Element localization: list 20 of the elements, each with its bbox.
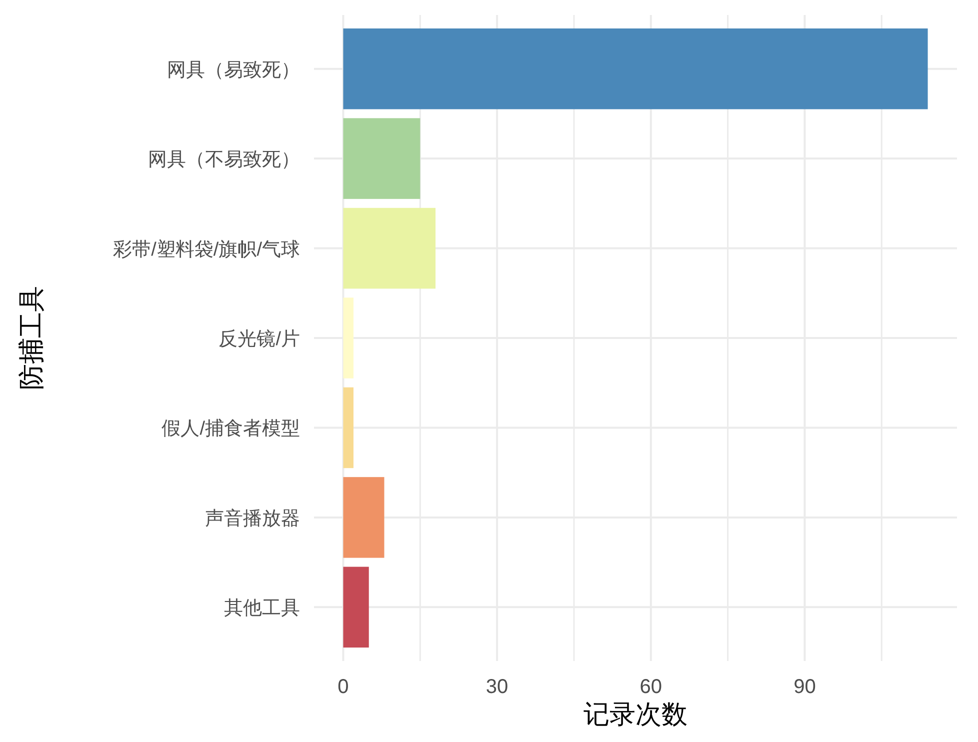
x-tick-label: 30 bbox=[486, 676, 508, 698]
bar bbox=[343, 566, 369, 648]
x-tick-label: 0 bbox=[338, 676, 349, 698]
bar bbox=[343, 298, 354, 378]
y-tick-label: 假人/捕食者模型 bbox=[162, 418, 300, 440]
bar bbox=[343, 477, 384, 558]
x-tick-label: 90 bbox=[794, 676, 816, 698]
bar bbox=[343, 28, 928, 110]
bar bbox=[343, 208, 436, 289]
x-axis-title: 记录次数 bbox=[584, 699, 688, 729]
y-tick-label: 网具（不易致死） bbox=[148, 150, 300, 171]
y-tick-label: 反光镜/片 bbox=[218, 329, 300, 350]
y-tick-label: 网具（易致死） bbox=[167, 60, 300, 81]
x-tick-label: 60 bbox=[640, 676, 662, 698]
y-tick-label: 其他工具 bbox=[224, 598, 300, 620]
y-tick-label: 彩带/塑料袋/旗帜/气球 bbox=[113, 238, 300, 260]
y-tick-label: 声音播放器 bbox=[205, 507, 300, 530]
bar bbox=[343, 387, 354, 468]
y-axis-title: 防捕工具 bbox=[16, 286, 46, 390]
bar bbox=[343, 118, 420, 199]
